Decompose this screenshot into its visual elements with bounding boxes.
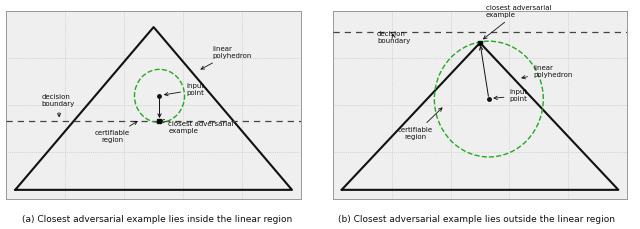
Text: (b) Closest adversarial example lies outside the linear region: (b) Closest adversarial example lies out… [339, 215, 615, 224]
Text: linear
polyhedron: linear polyhedron [201, 46, 252, 69]
Text: decision
boundary: decision boundary [42, 94, 75, 117]
Text: closest adversarial
example: closest adversarial example [161, 119, 234, 134]
Text: certifiable
region: certifiable region [95, 121, 137, 143]
Text: input
point: input point [494, 90, 527, 102]
Text: decision
boundary: decision boundary [377, 31, 410, 44]
Text: certifiable
region: certifiable region [397, 108, 442, 140]
Text: linear
polyhedron: linear polyhedron [522, 65, 572, 79]
Text: input
point: input point [164, 83, 204, 96]
Text: (a) Closest adversarial example lies inside the linear region: (a) Closest adversarial example lies ins… [22, 215, 292, 224]
Text: closest adversarial
example: closest adversarial example [483, 5, 552, 39]
